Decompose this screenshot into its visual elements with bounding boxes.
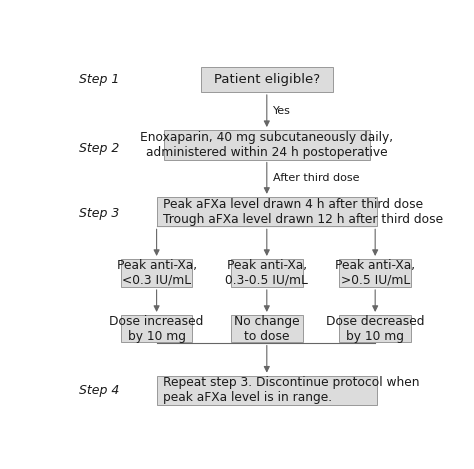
- FancyBboxPatch shape: [339, 259, 411, 287]
- FancyBboxPatch shape: [164, 130, 370, 159]
- Text: Repeat step 3. Discontinue protocol when
peak aFXa level is in range.: Repeat step 3. Discontinue protocol when…: [163, 376, 419, 404]
- Text: No change
to dose: No change to dose: [234, 315, 300, 343]
- Text: Peak aFXa level drawn 4 h after third dose
Trough aFXa level drawn 12 h after th: Peak aFXa level drawn 4 h after third do…: [163, 197, 443, 226]
- Text: Peak anti-Xa,
>0.5 IU/mL: Peak anti-Xa, >0.5 IU/mL: [335, 259, 415, 287]
- Text: Enoxaparin, 40 mg subcutaneously daily,
administered within 24 h postoperative: Enoxaparin, 40 mg subcutaneously daily, …: [140, 131, 393, 159]
- FancyBboxPatch shape: [201, 68, 333, 92]
- Text: Step 4: Step 4: [80, 384, 120, 397]
- FancyBboxPatch shape: [231, 315, 302, 342]
- Text: Peak anti-Xa,
0.3-0.5 IU/mL: Peak anti-Xa, 0.3-0.5 IU/mL: [225, 259, 308, 287]
- FancyBboxPatch shape: [121, 259, 192, 287]
- Text: Yes: Yes: [273, 106, 292, 116]
- FancyBboxPatch shape: [121, 315, 192, 342]
- FancyBboxPatch shape: [231, 259, 302, 287]
- Text: Patient eligible?: Patient eligible?: [214, 73, 320, 86]
- Text: Step 2: Step 2: [80, 142, 120, 155]
- FancyBboxPatch shape: [339, 315, 411, 342]
- FancyBboxPatch shape: [156, 376, 377, 405]
- Text: Peak anti-Xa,
<0.3 IU/mL: Peak anti-Xa, <0.3 IU/mL: [117, 259, 197, 287]
- Text: Step 1: Step 1: [80, 73, 120, 86]
- Text: Step 3: Step 3: [80, 207, 120, 220]
- Text: Dose decreased
by 10 mg: Dose decreased by 10 mg: [326, 315, 424, 343]
- Text: Dose increased
by 10 mg: Dose increased by 10 mg: [109, 315, 204, 343]
- Text: After third dose: After third dose: [273, 173, 360, 183]
- FancyBboxPatch shape: [156, 197, 377, 227]
